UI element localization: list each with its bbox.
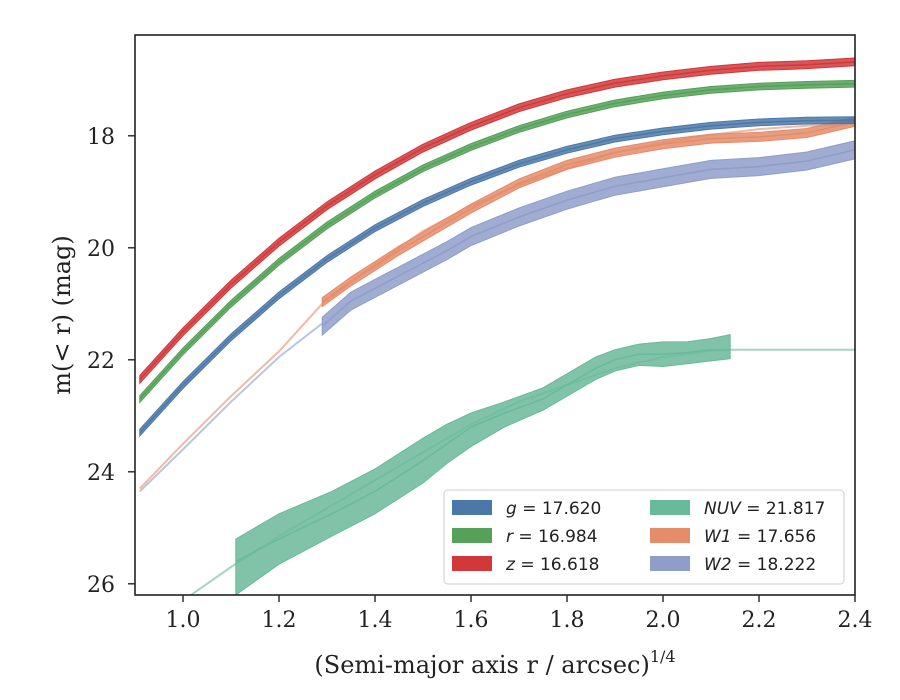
legend-swatch-g xyxy=(452,500,492,515)
y-tick-label: 24 xyxy=(87,461,115,486)
y-axis-label: m(< r) (mag) xyxy=(48,235,76,394)
x-axis-label: (Semi-major axis r / arcsec)1/4 xyxy=(314,647,675,679)
ticks-layer: 1.0 1.2 1.4 1.6 1.8 2.0 2.2 2.4 18 20 22 24 26 xyxy=(87,125,873,633)
x-tick-label: 1.8 xyxy=(550,608,585,633)
legend-label-g: g = 17.620 xyxy=(506,499,601,519)
legend-swatch-W1 xyxy=(650,528,690,543)
legend-swatch-r xyxy=(452,528,492,543)
y-tick-label: 20 xyxy=(87,237,115,262)
legend-label-r: r = 16.984 xyxy=(506,527,598,547)
series-NUV-band xyxy=(235,333,731,595)
series-z-band xyxy=(139,57,855,385)
series-W2-line xyxy=(321,149,855,327)
data-layer xyxy=(139,57,855,595)
series-g-band xyxy=(139,116,855,438)
legend-box xyxy=(443,489,845,585)
series-W1-band xyxy=(321,116,855,308)
x-tick-label: 1.4 xyxy=(358,608,393,633)
legend-swatch-z xyxy=(452,556,492,571)
x-tick-label: 1.2 xyxy=(262,608,297,633)
y-tick-label: 22 xyxy=(87,349,115,374)
y-tick-label: 26 xyxy=(87,573,115,598)
series-W2-model-line xyxy=(139,322,323,493)
legend-label-W1: W1 = 17.656 xyxy=(704,527,816,547)
legend-swatch-W2 xyxy=(650,556,690,571)
series-W1-line xyxy=(321,121,855,303)
x-tick-label: 2.0 xyxy=(646,608,681,633)
x-tick-label: 2.4 xyxy=(838,608,873,633)
series-r-line xyxy=(139,82,855,400)
series-r-band xyxy=(139,79,855,404)
series-g-line xyxy=(139,119,855,434)
x-axis-label-text: (Semi-major axis r / arcsec) xyxy=(314,651,649,679)
legend: g = 17.620 r = 16.984 z = 16.618 NUV = 21.8… xyxy=(443,489,845,585)
legend-label-NUV: NUV = 21.817 xyxy=(704,499,825,519)
series-NUV-line xyxy=(235,348,731,563)
x-axis-label-exponent: 1/4 xyxy=(650,647,676,666)
legend-swatch-NUV xyxy=(650,500,690,515)
legend-label-z: z = 16.618 xyxy=(505,555,599,575)
x-tick-label: 1.0 xyxy=(166,608,201,633)
legend-label-W2: W2 = 18.222 xyxy=(704,555,816,575)
y-tick-label: 18 xyxy=(87,125,115,150)
series-W2-band xyxy=(321,140,855,337)
x-tick-label: 1.6 xyxy=(454,608,489,633)
x-tick-label: 2.2 xyxy=(742,608,777,633)
series-W1-model-line xyxy=(139,123,855,490)
plot-frame xyxy=(134,34,856,596)
series-z-line xyxy=(139,61,855,380)
